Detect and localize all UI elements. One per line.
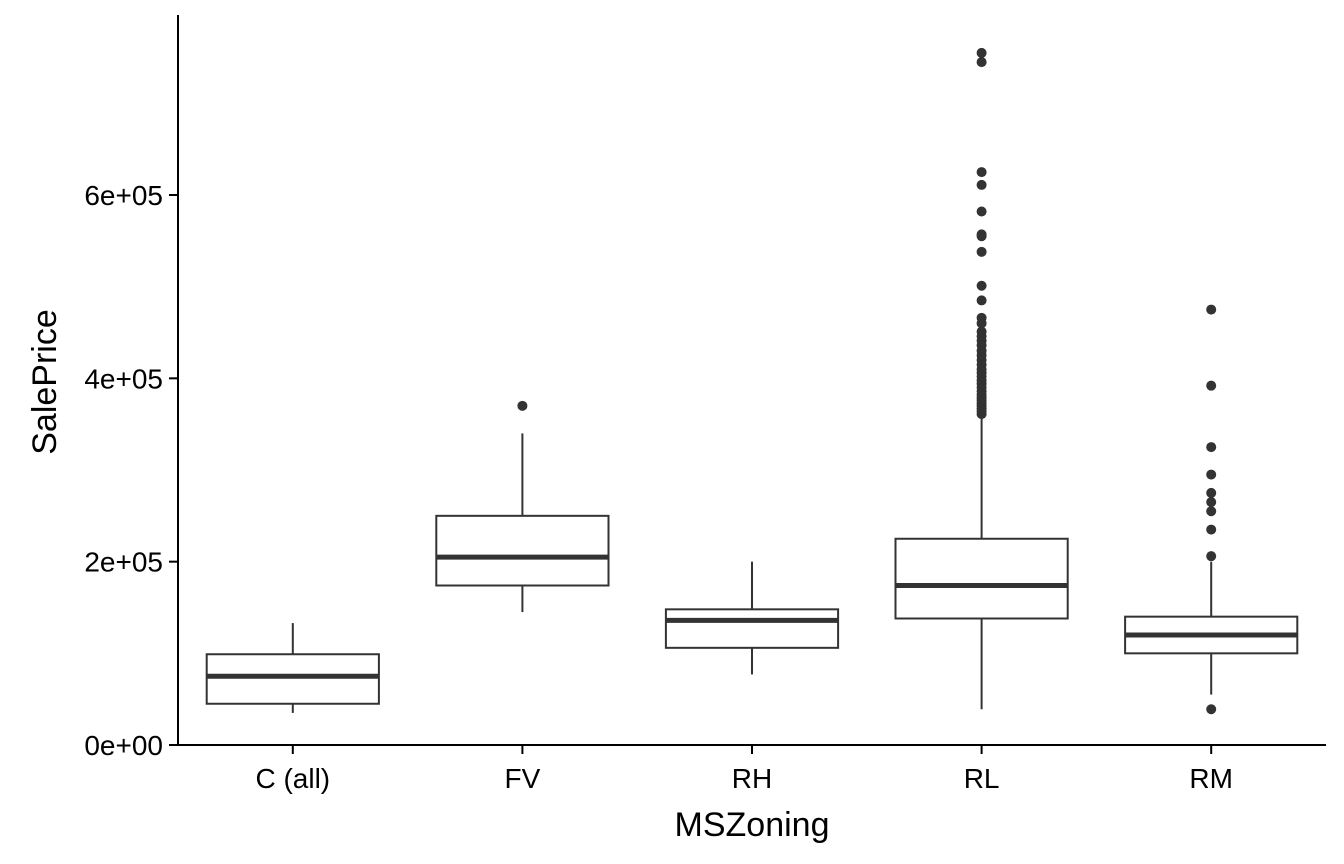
y-axis-title: SalePrice: [26, 309, 64, 455]
x-axis-ticks: C (all) FV RH RL RM: [255, 745, 1233, 794]
outlier-point: [1206, 442, 1217, 453]
outlier-point: [976, 229, 987, 240]
y-tick-label: 2e+05: [84, 547, 163, 578]
outlier-point: [976, 47, 987, 58]
box-iqr: [205, 653, 380, 705]
outlier-point: [1206, 524, 1217, 535]
outlier-point: [976, 57, 987, 68]
box-rh: [664, 561, 840, 675]
box-rm: [1124, 304, 1299, 715]
x-tick-label: C (all): [255, 763, 330, 794]
box-rl: [894, 47, 1069, 710]
outlier-point: [1206, 704, 1217, 715]
outlier-point: [976, 295, 987, 306]
box-iqr: [894, 537, 1069, 620]
x-axis-title: MSZoning: [675, 806, 830, 844]
outlier-point: [1206, 380, 1217, 391]
y-tick-label: 4e+05: [84, 363, 163, 394]
outlier-point: [976, 179, 987, 190]
outlier-point: [976, 167, 987, 178]
outlier-point: [1206, 469, 1217, 480]
outlier-point: [1206, 304, 1217, 315]
outlier-point: [1206, 506, 1217, 517]
x-tick-label: RL: [964, 763, 1000, 794]
outlier-point: [976, 280, 987, 291]
box-fv: [435, 400, 610, 613]
box-iqr: [664, 608, 840, 649]
outlier-point: [976, 326, 987, 337]
y-tick-label: 6e+05: [84, 180, 163, 211]
y-axis-ticks: 0e+00 2e+05 4e+05 6e+05: [84, 180, 178, 761]
outlier-point: [976, 312, 987, 323]
outlier-point: [1206, 551, 1217, 562]
x-tick-label: RM: [1189, 763, 1233, 794]
y-tick-label: 0e+00: [84, 730, 163, 761]
plot-area: [205, 47, 1299, 715]
outlier-point: [1206, 487, 1217, 498]
box-c-all-: [205, 623, 380, 713]
outlier-point: [517, 400, 528, 411]
x-tick-label: RH: [732, 763, 772, 794]
x-tick-label: FV: [505, 763, 541, 794]
box-iqr: [435, 514, 610, 587]
outlier-point: [1206, 497, 1217, 508]
outlier-point: [976, 246, 987, 257]
outlier-point: [976, 206, 987, 217]
